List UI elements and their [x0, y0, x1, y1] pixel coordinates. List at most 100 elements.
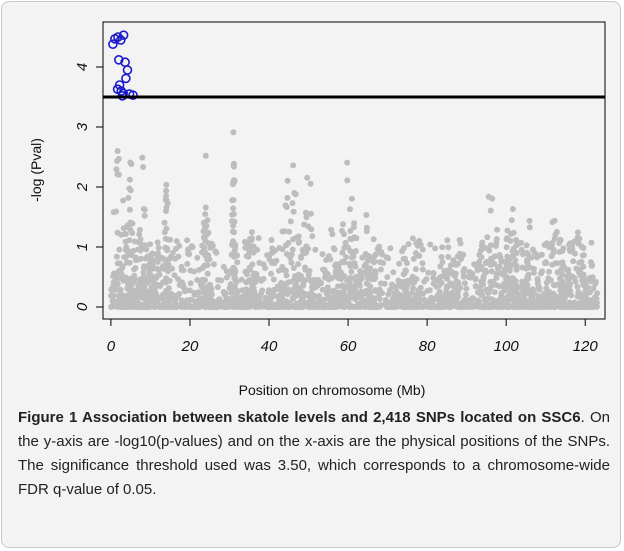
snp-point	[489, 278, 496, 285]
snp-point	[439, 259, 446, 266]
snp-point	[255, 235, 262, 242]
snp-point	[131, 266, 138, 273]
snp-point	[523, 265, 530, 272]
snp-point	[311, 276, 317, 283]
snp-point	[312, 246, 319, 253]
y-tick-label: 3	[74, 122, 91, 131]
snp-point	[417, 297, 424, 304]
snp-point	[234, 259, 241, 266]
snp-point	[306, 293, 313, 300]
snp-point	[331, 299, 338, 306]
snp-point	[322, 271, 329, 278]
snp-point	[491, 289, 498, 296]
snp-point	[341, 273, 348, 280]
snp-point	[202, 152, 209, 159]
snp-point	[116, 260, 123, 267]
snp-point	[497, 254, 504, 261]
snp-point	[111, 302, 118, 309]
snp-point	[363, 290, 370, 297]
snp-point	[487, 242, 494, 249]
snp-point	[290, 162, 297, 169]
snp-point	[329, 231, 336, 238]
snp-point	[288, 251, 295, 258]
snp-point	[376, 296, 383, 302]
snp-point	[344, 277, 351, 284]
snp-point	[139, 154, 146, 161]
snp-point	[184, 237, 191, 244]
snp-point	[574, 234, 581, 241]
snp-point	[439, 301, 446, 308]
snp-point	[289, 200, 296, 207]
x-tick-label: 40	[261, 338, 278, 355]
snp-point	[495, 265, 502, 272]
snp-point	[568, 292, 575, 299]
snp-point	[475, 297, 482, 304]
snp-point	[287, 218, 294, 225]
snp-point	[199, 242, 206, 249]
snp-point	[230, 197, 237, 204]
snp-point	[155, 244, 162, 251]
x-axis-label: Position on chromosome (Mb)	[239, 382, 426, 398]
snp-point	[162, 235, 169, 242]
snp-point	[138, 255, 145, 262]
snp-point	[396, 302, 403, 308]
snp-point	[123, 244, 130, 251]
snp-point	[400, 255, 407, 262]
snp-point	[523, 276, 530, 283]
snp-point	[547, 277, 554, 284]
snp-point	[283, 251, 290, 258]
snp-point	[184, 260, 191, 267]
snp-point	[270, 276, 277, 283]
snp-point	[290, 295, 297, 302]
snp-point	[126, 206, 133, 213]
snp-point	[378, 248, 385, 255]
snp-point	[232, 268, 239, 275]
snp-point	[210, 261, 217, 268]
snp-point	[326, 288, 333, 295]
snp-point	[262, 294, 269, 301]
snp-point	[188, 243, 195, 250]
snp-point	[206, 291, 213, 298]
snp-point	[231, 253, 238, 260]
snp-point	[141, 212, 148, 219]
snp-point	[111, 270, 118, 277]
snp-point	[466, 269, 473, 275]
snp-point	[572, 278, 579, 285]
snp-point	[580, 279, 587, 286]
snp-point	[154, 282, 161, 289]
snp-point	[348, 268, 355, 275]
snp-point	[501, 269, 508, 276]
snp-point	[588, 259, 594, 266]
snp-point	[578, 243, 585, 250]
snp-point	[447, 262, 454, 269]
snp-point	[383, 254, 390, 261]
snp-point	[286, 228, 293, 235]
snp-point	[248, 237, 255, 244]
significant-snp-point	[118, 30, 129, 41]
snp-point	[461, 297, 468, 303]
snp-point	[163, 187, 170, 194]
x-tick-label: 80	[419, 338, 436, 355]
snp-point	[279, 263, 286, 270]
snp-point	[503, 236, 510, 243]
snp-point	[163, 181, 170, 188]
snp-point	[554, 269, 561, 276]
snp-point	[567, 300, 573, 307]
snp-point	[506, 256, 513, 263]
snp-point	[485, 289, 491, 296]
snp-point	[504, 275, 511, 282]
snp-point	[419, 266, 426, 273]
snp-point	[205, 283, 212, 290]
snp-point	[560, 263, 567, 270]
y-tick-label: 0	[74, 302, 91, 311]
snp-point	[220, 263, 227, 270]
snp-point	[244, 271, 250, 278]
snp-point	[283, 272, 290, 279]
snp-point	[226, 270, 233, 277]
snp-point	[151, 258, 158, 265]
snp-point	[348, 236, 355, 243]
snp-point	[141, 206, 148, 213]
snp-point	[165, 292, 172, 299]
snp-point	[216, 296, 223, 303]
snp-point	[268, 270, 274, 277]
